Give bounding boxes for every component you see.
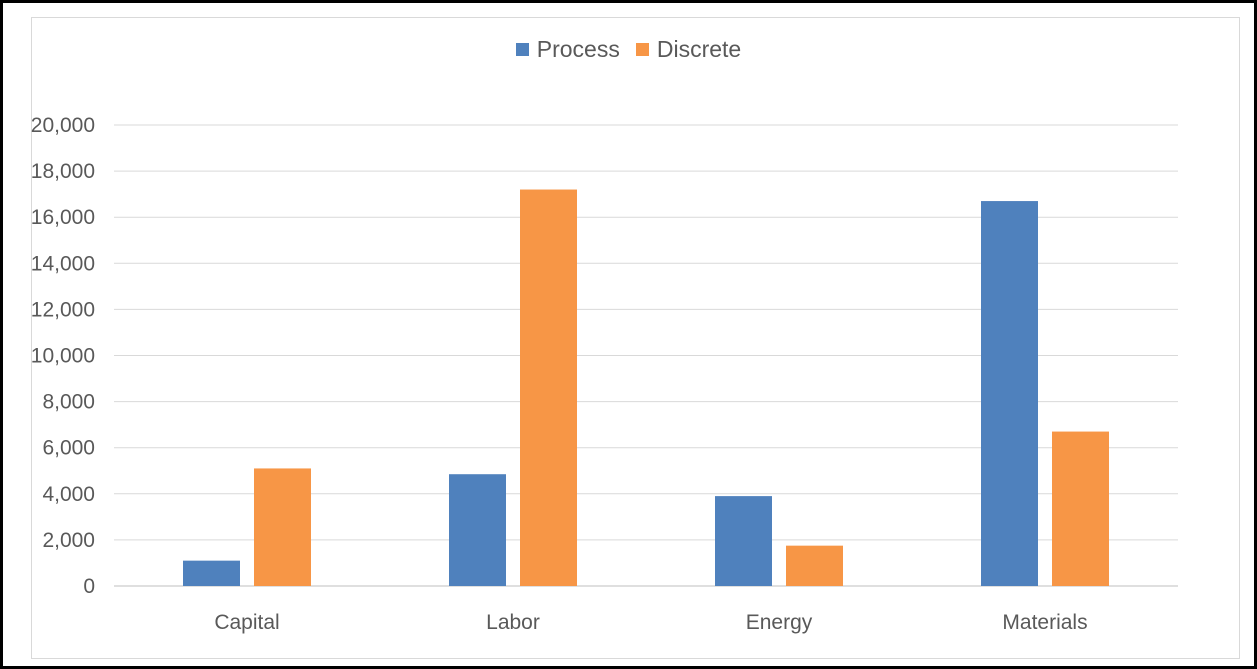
legend-swatch-process — [515, 43, 529, 56]
y-tick-label: 2,000 — [42, 529, 95, 552]
y-tick-label: 10,000 — [31, 345, 95, 368]
y-tick-label: 0 — [83, 575, 95, 598]
legend-label-discrete: Discrete — [656, 36, 742, 62]
x-tick-label: Labor — [486, 611, 540, 634]
legend-item-process: Process — [515, 36, 620, 63]
bar-discrete-labor — [520, 189, 577, 587]
bar-discrete-capital — [254, 468, 311, 586]
bar-process-materials — [981, 201, 1038, 586]
y-tick-label: 20,000 — [31, 114, 95, 137]
x-tick-label: Capital — [214, 611, 279, 634]
legend: Process Discrete — [0, 36, 1257, 63]
legend-label-process: Process — [536, 36, 620, 62]
bar-process-energy — [715, 496, 772, 586]
bar-process-capital — [183, 560, 240, 586]
legend-swatch-discrete — [635, 43, 649, 56]
bar-discrete-energy — [786, 545, 843, 586]
legend-item-discrete: Discrete — [635, 36, 742, 63]
bar-process-labor — [449, 474, 506, 586]
y-tick-label: 14,000 — [31, 252, 95, 275]
y-tick-label: 8,000 — [42, 391, 95, 414]
bar-discrete-materials — [1052, 431, 1109, 586]
x-tick-label: Materials — [1002, 611, 1087, 634]
y-tick-label: 18,000 — [31, 160, 95, 183]
y-tick-label: 12,000 — [31, 298, 95, 321]
y-tick-label: 16,000 — [31, 206, 95, 229]
x-tick-label: Energy — [746, 611, 813, 634]
y-tick-label: 4,000 — [42, 483, 95, 506]
y-tick-label: 6,000 — [42, 437, 95, 460]
chart-area — [31, 17, 1240, 659]
